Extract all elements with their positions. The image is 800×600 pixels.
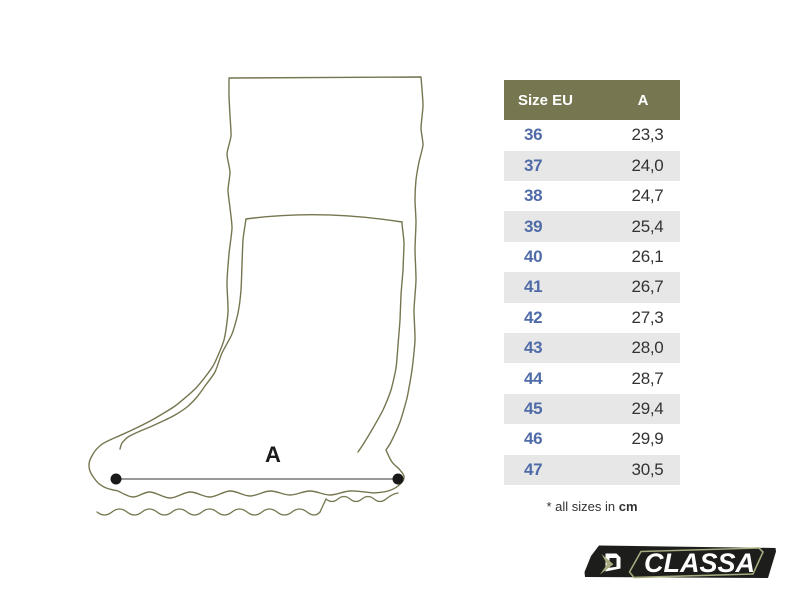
svg-text:CLASSA: CLASSA	[644, 548, 755, 578]
